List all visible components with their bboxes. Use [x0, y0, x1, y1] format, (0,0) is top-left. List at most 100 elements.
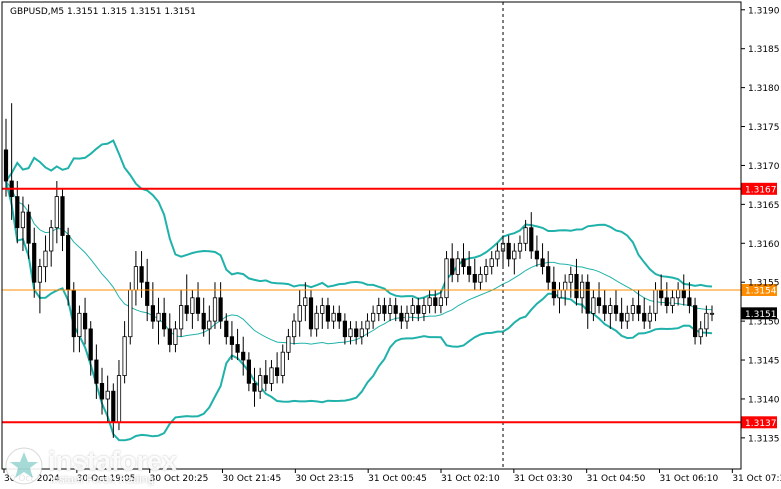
candle [263, 360, 268, 392]
x-tick-label: 31 Oct 00:45 [368, 474, 427, 484]
candle [195, 282, 201, 322]
candle-body [709, 312, 715, 315]
candle [421, 297, 427, 322]
candle-body [320, 305, 325, 314]
candle-body [659, 289, 664, 299]
candle-body [173, 328, 178, 345]
candle-body [370, 312, 376, 322]
candle [517, 235, 523, 259]
candle-body [94, 359, 99, 384]
candle-body [252, 382, 257, 392]
candle [161, 297, 167, 337]
current-price-tag: 1.3151 [741, 307, 777, 320]
candle [687, 282, 692, 314]
candle-body [506, 242, 511, 260]
candle-body [218, 297, 223, 322]
candle-body [512, 250, 517, 260]
candle-body [404, 312, 410, 322]
candle [99, 367, 105, 415]
candle [337, 305, 342, 329]
candle-body [529, 227, 534, 252]
candle-body [574, 273, 579, 299]
candle-body [167, 328, 172, 345]
candle-body [15, 196, 20, 229]
candle [478, 266, 483, 290]
candle-body [71, 289, 76, 338]
price-levels: 1.3167 1.3154 1.3137 1.3151 [2, 2, 777, 469]
candle-body [359, 328, 364, 338]
candle [178, 289, 184, 337]
candle [43, 235, 48, 283]
candle-body [99, 382, 105, 400]
level-tag-box [741, 416, 777, 429]
candle-body [693, 305, 698, 338]
candle-body [77, 312, 82, 337]
candle [433, 289, 438, 314]
candle-body [49, 227, 54, 252]
y-tick-label: 1.3140 [748, 395, 780, 405]
candle-body [687, 297, 692, 306]
candle [574, 258, 579, 306]
candle [252, 367, 257, 407]
level-tag: 1.3167 [741, 182, 777, 195]
candle [291, 313, 297, 345]
candle-body [190, 297, 195, 314]
level-tag: 1.3137 [741, 416, 777, 429]
candle-body [427, 297, 432, 306]
candle [156, 297, 161, 345]
y-tick-label: 1.3150 [748, 318, 780, 328]
watermark-brand: instaforex [48, 446, 178, 476]
candle [585, 274, 590, 329]
candle-body [489, 258, 494, 267]
candle [3, 118, 9, 197]
candle [229, 321, 234, 361]
level-tag-box [741, 182, 777, 195]
x-tick-label: 31 Oct 02:10 [441, 474, 500, 484]
candle [365, 313, 370, 337]
candle [495, 243, 500, 267]
candle [506, 235, 511, 267]
candle [393, 297, 398, 322]
candle-body [619, 312, 624, 322]
candle-body [421, 305, 427, 314]
candle-body [308, 297, 314, 330]
y-tick-label: 1.3155 [748, 279, 780, 289]
candle-body [466, 266, 472, 275]
candle [258, 367, 263, 399]
candle [450, 243, 455, 283]
level-tag-label: 1.3137 [745, 419, 777, 429]
candle [359, 321, 364, 345]
candle-body [416, 305, 421, 314]
candle [122, 321, 127, 384]
candle [235, 328, 240, 361]
candle-body [376, 305, 381, 314]
candle [190, 289, 195, 329]
lower-band-line [5, 180, 713, 442]
candle-body [517, 242, 523, 252]
candle [167, 313, 172, 353]
candle-body [139, 266, 144, 283]
candle [184, 274, 189, 322]
candle [427, 289, 432, 314]
candle [314, 305, 319, 337]
y-tick-label: 1.3185 [748, 45, 780, 55]
candle [297, 289, 302, 337]
candle [489, 251, 494, 275]
candle-body [534, 250, 540, 260]
candle-body [184, 305, 189, 314]
candle-body [625, 312, 630, 322]
candle [54, 181, 59, 244]
candle [461, 243, 466, 275]
candle [704, 305, 709, 337]
candle-body [156, 312, 161, 322]
candle-body [540, 258, 545, 267]
candle-body [258, 375, 263, 392]
candle [280, 344, 285, 384]
candle [342, 313, 348, 345]
watermark-tagline: Instant Forex Trading [50, 474, 154, 486]
x-tick-label: 30 Oct 21:45 [223, 474, 282, 484]
level-tag-label: 1.3167 [745, 185, 777, 195]
x-tick-label: 31 Oct 03:30 [514, 474, 573, 484]
candle-body [410, 305, 415, 314]
